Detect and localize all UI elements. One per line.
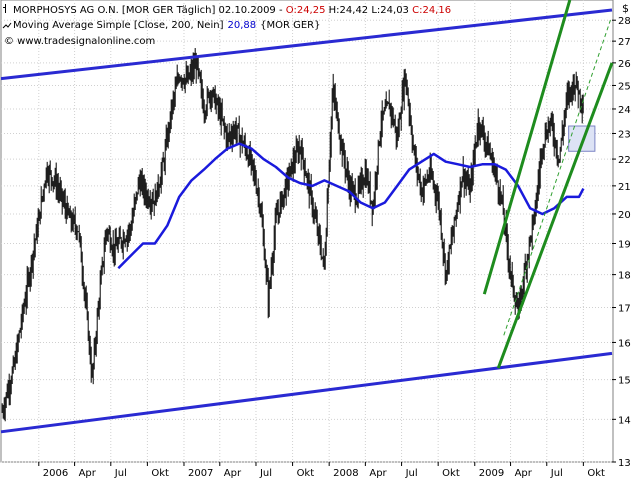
x-tick-label: Apr: [515, 468, 533, 479]
legend-ma-value: 20,88: [227, 20, 256, 31]
y-axis: 13 14 15 16 17 18 19 20 21 22 23 24 25 26 27 28: [612, 16, 631, 469]
trendline-trend-up-inner: [496, 62, 614, 369]
y-tick-label: 23: [618, 129, 631, 140]
x-tick-label: 2006: [43, 468, 68, 479]
y-tick-label: 14: [618, 415, 631, 426]
legend-ma-suffix: {MOR GER}: [260, 20, 320, 31]
x-tick-label: Apr: [79, 468, 97, 479]
y-tick-label: 27: [618, 37, 631, 48]
trendline-channel-bottom: [0, 351, 613, 434]
x-tick-label: 2009: [479, 468, 504, 479]
y-tick-label: 17: [618, 304, 631, 315]
trendline-trend-up-dashed: [503, 20, 611, 336]
x-axis: 2006 Apr Jul Okt 2007 Apr Jul Okt 2008 Apr Jul Okt 2…: [38, 462, 605, 479]
legend-ma: Moving Average Simple [Close, 200, Nein]…: [13, 20, 320, 31]
legend-bar-icon-tick: [3, 7, 5, 8]
legend-title: MORPHOSYS AG O.N. [MOR GER Täglich] 02.1…: [13, 5, 451, 16]
y-tick-label: 24: [618, 105, 631, 116]
y-tick-label: 22: [618, 155, 631, 166]
y-unit-label: $: [622, 2, 629, 15]
y-tick-label: 25: [618, 81, 631, 92]
y-tick-label: 15: [618, 376, 631, 387]
y-tick-label: 19: [618, 239, 631, 250]
price-series: [1, 48, 584, 422]
trendline-trend-up-outer: [482, 0, 572, 295]
x-tick-label: 2008: [333, 468, 358, 479]
moving-average-line: [117, 142, 585, 270]
y-tick-label: 26: [618, 59, 631, 70]
x-tick-label: Okt: [151, 468, 169, 479]
legend-close: C:24,16: [409, 5, 451, 16]
x-tick-label: Jul: [114, 468, 127, 479]
y-tick-label: 13: [618, 458, 631, 469]
x-tick-label: Jul: [405, 468, 418, 479]
x-tick-label: Apr: [369, 468, 387, 479]
y-tick-label: 21: [618, 182, 631, 193]
y-tick-label: 18: [618, 271, 631, 282]
chart-marks: [0, 0, 614, 434]
legend-low: L:24,03: [368, 5, 409, 16]
legend-ma-label: Moving Average Simple [Close, 200, Nein]: [13, 20, 224, 31]
grid: [1, 0, 612, 463]
x-tick-label: Jul: [550, 468, 563, 479]
y-tick-label: 20: [618, 210, 631, 221]
y-tick-label: 16: [618, 338, 631, 349]
x-tick-label: Okt: [297, 468, 315, 479]
legend-title-prefix: MORPHOSYS AG O.N. [MOR GER Täglich] 02.1…: [13, 5, 286, 16]
x-tick-label: 2007: [188, 468, 213, 479]
x-tick-label: Okt: [587, 468, 605, 479]
legend-website: © www.tradesignalonline.com: [4, 36, 155, 47]
x-tick-label: Apr: [224, 468, 242, 479]
legend-ma-icon: [2, 22, 12, 29]
legend-bar-icon: [5, 4, 6, 13]
legend: MORPHOSYS AG O.N. [MOR GER Täglich] 02.1…: [2, 4, 451, 47]
y-tick-label: 28: [618, 16, 631, 27]
trendline-channel-top: [0, 8, 613, 81]
x-tick-label: Okt: [442, 468, 460, 479]
legend-open: O:24,25: [286, 5, 326, 16]
legend-high: H:24,42: [325, 5, 368, 16]
x-tick-label: Jul: [259, 468, 272, 479]
